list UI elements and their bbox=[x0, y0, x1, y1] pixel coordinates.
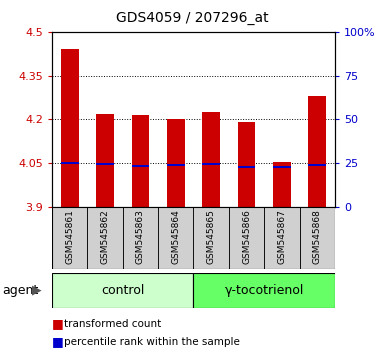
Bar bbox=[61, 162, 79, 164]
Text: ■: ■ bbox=[52, 335, 64, 348]
Bar bbox=[308, 96, 326, 207]
Bar bbox=[273, 162, 291, 207]
Bar bbox=[273, 166, 291, 168]
Text: GSM545862: GSM545862 bbox=[100, 210, 110, 264]
Bar bbox=[96, 114, 114, 207]
Text: percentile rank within the sample: percentile rank within the sample bbox=[64, 337, 239, 347]
Text: agent: agent bbox=[2, 284, 38, 297]
Text: GSM545864: GSM545864 bbox=[171, 210, 180, 264]
Bar bbox=[193, 207, 229, 269]
Bar bbox=[61, 49, 79, 207]
Bar bbox=[158, 207, 193, 269]
Text: GDS4059 / 207296_at: GDS4059 / 207296_at bbox=[116, 11, 269, 25]
Bar bbox=[52, 273, 193, 308]
Bar bbox=[167, 119, 185, 207]
Text: GSM545863: GSM545863 bbox=[136, 209, 145, 264]
Text: GSM545861: GSM545861 bbox=[65, 209, 74, 264]
Bar bbox=[264, 207, 300, 269]
Bar bbox=[132, 115, 149, 207]
Text: GSM545865: GSM545865 bbox=[207, 209, 216, 264]
Bar bbox=[202, 164, 220, 165]
Bar bbox=[87, 207, 123, 269]
Bar bbox=[96, 163, 114, 165]
Text: GSM545868: GSM545868 bbox=[313, 209, 322, 264]
Bar bbox=[300, 207, 335, 269]
Bar bbox=[123, 207, 158, 269]
Text: ■: ■ bbox=[52, 318, 64, 330]
Bar bbox=[52, 207, 87, 269]
Bar bbox=[202, 112, 220, 207]
Text: γ-tocotrienol: γ-tocotrienol bbox=[224, 284, 304, 297]
Text: GSM545866: GSM545866 bbox=[242, 209, 251, 264]
Bar bbox=[238, 166, 255, 168]
Text: control: control bbox=[101, 284, 144, 297]
Bar bbox=[193, 273, 335, 308]
Bar bbox=[229, 207, 264, 269]
Bar bbox=[167, 164, 185, 166]
Bar bbox=[308, 164, 326, 166]
Text: ▶: ▶ bbox=[32, 284, 42, 297]
Bar bbox=[238, 121, 255, 207]
Text: GSM545867: GSM545867 bbox=[277, 209, 286, 264]
Bar bbox=[132, 165, 149, 167]
Text: transformed count: transformed count bbox=[64, 319, 161, 329]
